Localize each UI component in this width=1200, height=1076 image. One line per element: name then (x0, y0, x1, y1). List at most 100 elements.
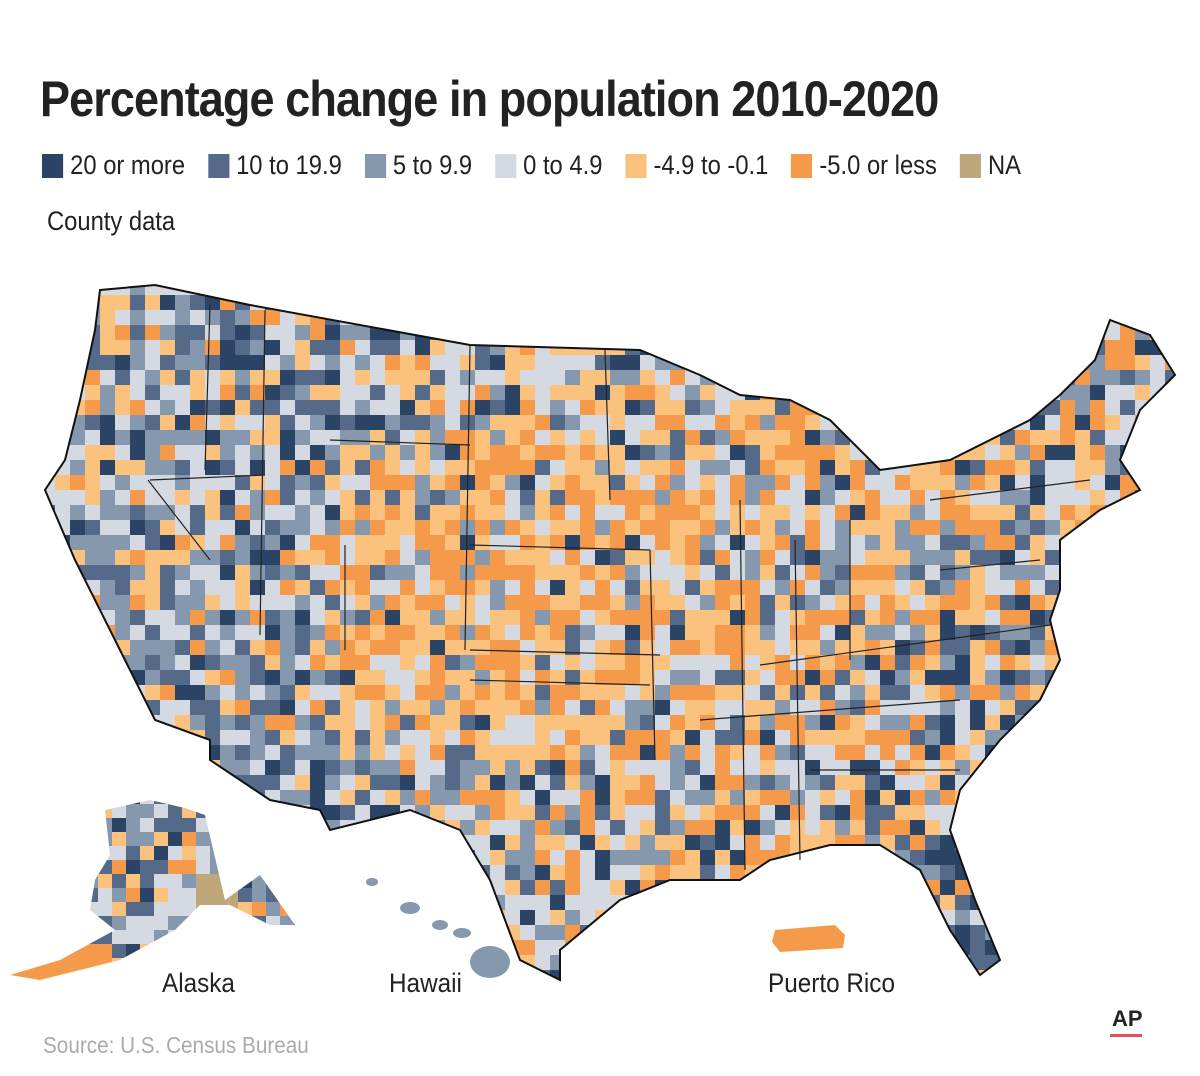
county-cell (235, 865, 250, 880)
county-cell (175, 400, 190, 415)
county-cell (70, 355, 85, 370)
county-cell (355, 285, 370, 295)
county-cell (565, 610, 580, 625)
county-cell (205, 625, 220, 640)
county-cell (1105, 610, 1120, 625)
county-cell (910, 955, 925, 970)
county-cell (1000, 385, 1015, 400)
county-cell (112, 958, 126, 972)
county-cell (565, 325, 580, 340)
county-cell (970, 670, 985, 685)
county-cell (835, 745, 850, 760)
county-cell (235, 310, 250, 325)
county-cell (445, 595, 460, 610)
county-cell (325, 460, 340, 475)
county-cell (1165, 565, 1175, 580)
county-cell (1030, 285, 1045, 295)
county-cell (745, 955, 760, 970)
county-cell (145, 355, 160, 370)
county-cell (370, 670, 385, 685)
county-cell (45, 535, 55, 550)
county-cell (820, 340, 835, 355)
county-cell (490, 295, 505, 310)
county-cell (340, 580, 355, 595)
county-cell (310, 760, 325, 775)
county-cell (940, 640, 955, 655)
county-cell (715, 460, 730, 475)
county-cell (295, 685, 310, 700)
county-cell (475, 385, 490, 400)
county-cell (595, 745, 610, 760)
county-cell (340, 760, 355, 775)
county-cell (940, 790, 955, 805)
county-cell (670, 490, 685, 505)
county-cell (1135, 985, 1150, 1000)
county-cell (475, 700, 490, 715)
county-cell (895, 940, 910, 955)
county-cell (910, 850, 925, 865)
county-cell (820, 745, 835, 760)
county-cell (55, 385, 70, 400)
county-cell (910, 340, 925, 355)
county-cell (250, 610, 265, 625)
county-cell (700, 655, 715, 670)
county-cell (985, 895, 1000, 910)
county-cell (140, 800, 154, 804)
county-cell (775, 745, 790, 760)
county-cell (475, 295, 490, 310)
county-cell (685, 880, 700, 895)
county-cell (970, 490, 985, 505)
county-cell (955, 310, 970, 325)
county-cell (70, 902, 84, 916)
county-cell (505, 355, 520, 370)
county-cell (280, 460, 295, 475)
county-cell (294, 832, 295, 846)
legend-item: 5 to 9.9 (364, 150, 472, 181)
county-cell (280, 700, 295, 715)
county-cell (775, 610, 790, 625)
county-cell (235, 835, 250, 850)
county-cell (640, 940, 655, 955)
county-cell (1045, 355, 1060, 370)
county-cell (265, 760, 280, 775)
county-cell (295, 610, 310, 625)
county-cell (535, 730, 550, 745)
county-cell (1105, 790, 1120, 805)
county-cell (55, 895, 70, 910)
county-cell (1135, 565, 1150, 580)
county-cell (265, 700, 280, 715)
county-cell (490, 670, 505, 685)
county-cell (14, 958, 28, 972)
county-cell (280, 902, 294, 916)
county-cell (1030, 640, 1045, 655)
county-cell (130, 460, 145, 475)
county-cell (1150, 490, 1165, 505)
county-cell (850, 460, 865, 475)
county-cell (535, 790, 550, 805)
county-cell (700, 565, 715, 580)
county-cell (70, 745, 85, 760)
county-cell (820, 775, 835, 790)
county-cell (14, 986, 28, 1000)
county-cell (355, 775, 370, 790)
county-cell (280, 595, 295, 610)
county-cell (805, 610, 820, 625)
county-cell (955, 325, 970, 340)
county-cell (70, 985, 85, 1000)
legend-item: -5.0 or less (791, 150, 937, 181)
county-cell (955, 550, 970, 565)
county-cell (490, 805, 505, 820)
county-cell (1150, 715, 1165, 730)
county-cell (550, 715, 565, 730)
county-cell (70, 818, 84, 832)
county-cell (925, 970, 940, 980)
county-cell (940, 385, 955, 400)
county-cell (14, 832, 28, 846)
county-cell (400, 580, 415, 595)
county-cell (685, 685, 700, 700)
county-cell (1090, 400, 1105, 415)
county-cell (730, 760, 745, 775)
county-cell (835, 835, 850, 850)
county-cell (1150, 610, 1165, 625)
county-cell (220, 670, 235, 685)
